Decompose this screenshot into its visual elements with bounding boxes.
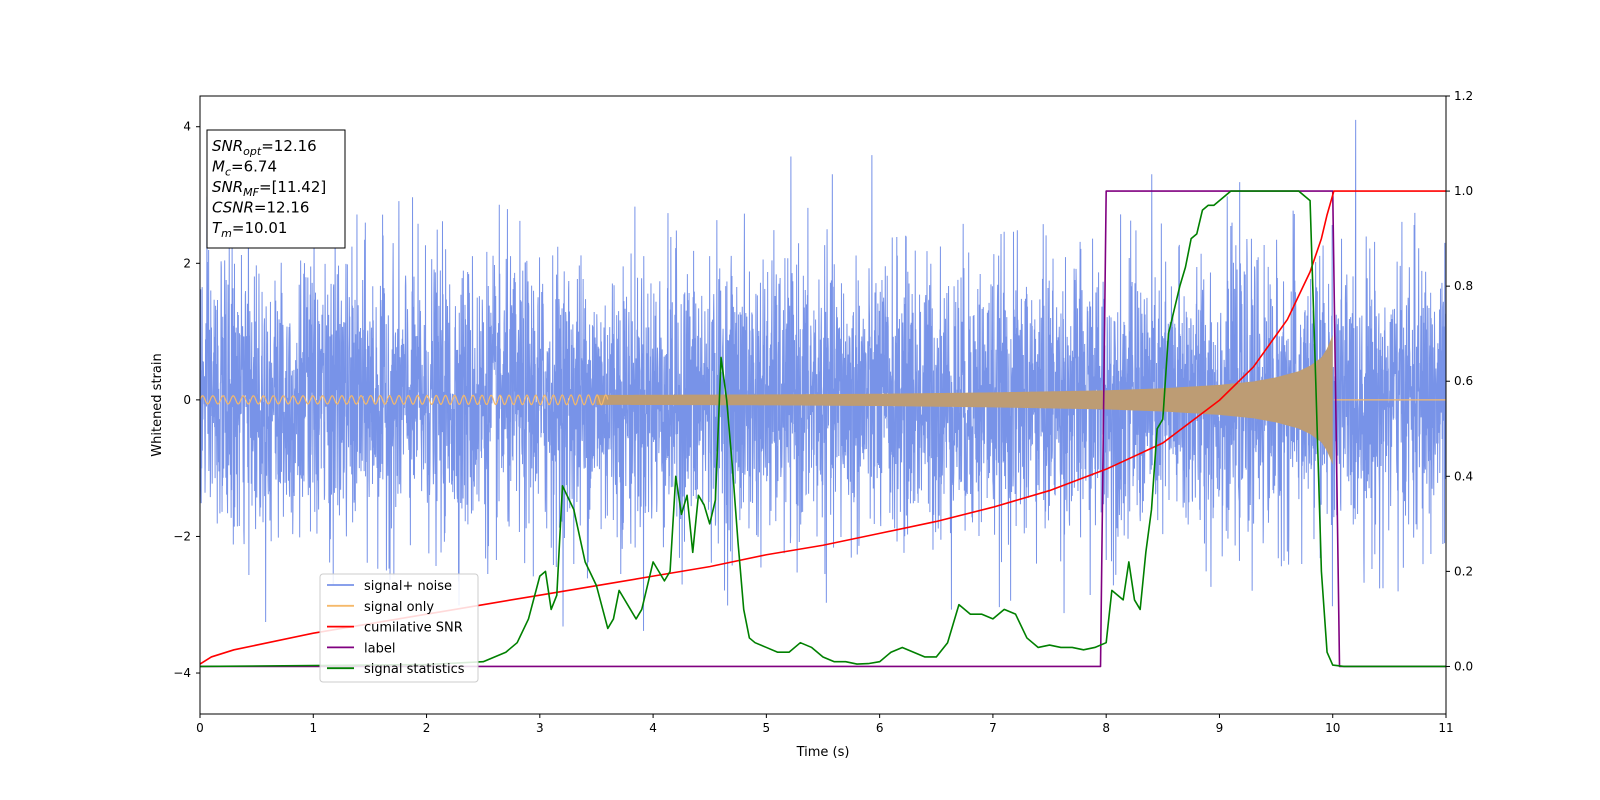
- annotation-box: SNRopt=12.16Mc=6.74SNRMF=[11.42]CSNR=12.…: [206, 129, 346, 249]
- y-right-tick-label: 0.4: [1454, 469, 1473, 483]
- legend-label: signal+ noise: [364, 579, 452, 594]
- legend-frame: [319, 573, 479, 683]
- y-right-tick-label: 1.2: [1454, 89, 1473, 103]
- series-signal-only: [200, 335, 1446, 465]
- annotation-line: SNRMF=[11.42]: [212, 178, 326, 199]
- series-signal-statistics: [200, 190, 1446, 668]
- x-tick-label: 1: [309, 721, 317, 735]
- y-axis-label: Whitened strain: [150, 353, 165, 456]
- x-tick-label: 8: [1102, 721, 1110, 735]
- x-tick-label: 6: [876, 721, 884, 735]
- legend-item-signal-only: signal only: [327, 600, 434, 615]
- y-ticks-left: −4 −2 0 2 4: [173, 120, 200, 680]
- x-ticks: 0 1 2 3 4 5 6 7 8 9 10 11: [196, 714, 1454, 735]
- line-signal-only: [200, 394, 609, 406]
- x-axis-label: Time (s): [796, 745, 850, 760]
- legend-label: label: [364, 641, 395, 656]
- y-right-tick-label: 0.0: [1454, 659, 1473, 673]
- y-right-tick-label: 0.8: [1454, 279, 1473, 293]
- x-tick-label: 9: [1216, 721, 1224, 735]
- plot-frame: [199, 95, 1447, 715]
- legend-item-cumilative-snr: cumilative SNR: [327, 621, 463, 636]
- y-right-tick-label: 0.2: [1454, 564, 1473, 578]
- line-signal-statistics: [200, 190, 1446, 668]
- annotation-line: Mc=6.74: [212, 158, 277, 179]
- legend-item-label: label: [327, 641, 395, 656]
- annotation-line: CSNR=12.16: [212, 199, 309, 217]
- y-left-tick-label: −2: [173, 529, 191, 543]
- legend-label: signal statistics: [364, 662, 465, 677]
- y-right-tick-label: 0.6: [1454, 374, 1473, 388]
- y-left-tick-label: −4: [173, 666, 191, 680]
- annotation-line: SNRopt=12.16: [212, 137, 317, 158]
- x-tick-label: 0: [196, 721, 204, 735]
- y-ticks-right: 0.0 0.2 0.4 0.6 0.8 1.0 1.2: [1446, 89, 1473, 673]
- series-signal-noise: [200, 119, 1446, 631]
- x-tick-label: 2: [423, 721, 431, 735]
- y-left-tick-label: 2: [183, 256, 191, 270]
- legend-label: cumilative SNR: [364, 621, 463, 636]
- chirp-fill: [596, 335, 1333, 465]
- x-tick-label: 10: [1325, 721, 1340, 735]
- legend-item-signal-noise: signal+ noise: [327, 579, 452, 594]
- y-right-tick-label: 1.0: [1454, 184, 1473, 198]
- x-tick-label: 5: [763, 721, 771, 735]
- annotation-line: Tm=10.01: [212, 219, 287, 240]
- x-tick-label: 3: [536, 721, 544, 735]
- line-signal-noise: [200, 119, 1446, 631]
- y-left-tick-label: 4: [183, 120, 191, 134]
- legend: signal+ noise signal only cumilative SNR la…: [319, 573, 479, 683]
- legend-label: signal only: [364, 600, 434, 615]
- annotation-frame: [206, 129, 346, 249]
- legend-item-signal-statistics: signal statistics: [327, 662, 465, 677]
- x-tick-label: 7: [989, 721, 997, 735]
- y-left-tick-label: 0: [183, 393, 191, 407]
- x-tick-label: 11: [1438, 721, 1453, 735]
- x-tick-label: 4: [649, 721, 657, 735]
